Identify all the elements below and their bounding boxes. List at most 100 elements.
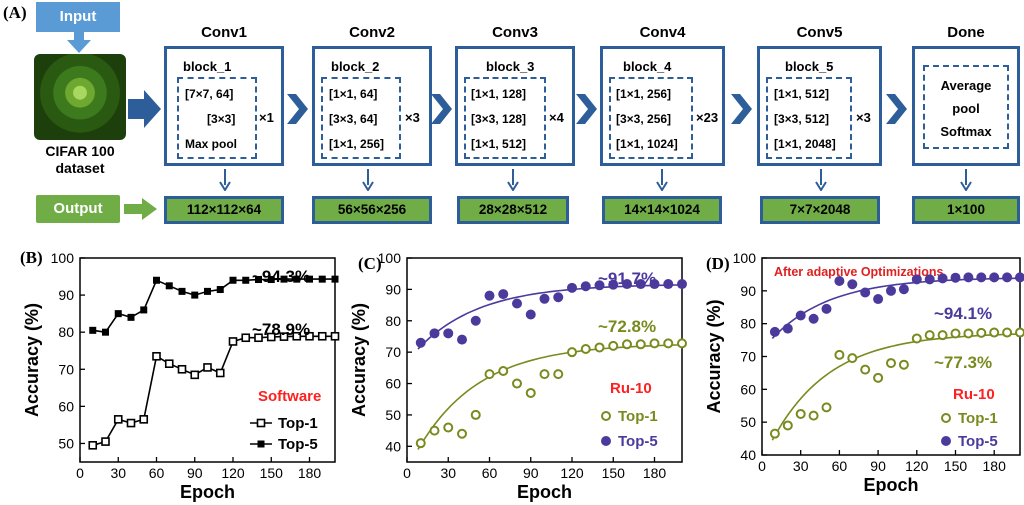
chart-d-point-top5 xyxy=(795,310,806,321)
chart-b-point-top1 xyxy=(101,437,110,446)
chart-b-top5-annotation: ~94.3% xyxy=(252,267,310,286)
block-mult-4: ×23 xyxy=(696,110,719,125)
chart-c-point-top1 xyxy=(594,342,605,353)
output-box: Output xyxy=(36,195,120,223)
chart-c-point-top5 xyxy=(567,282,577,293)
chart-d-point-top5 xyxy=(847,279,858,290)
chart-c-xlabel: Epoch xyxy=(517,482,572,502)
chart-c-point-top1 xyxy=(539,369,550,380)
chart-c-point-top1 xyxy=(457,428,467,439)
chart-d-point-top5 xyxy=(911,274,922,285)
chart-b-xtick-label: 180 xyxy=(298,465,322,481)
stage-title-conv4: Conv4 xyxy=(639,24,686,41)
chart-d-point-top1 xyxy=(937,330,948,341)
rose-image xyxy=(34,54,126,140)
chart-c-point-top1 xyxy=(580,344,591,355)
chart-b-point-top5 xyxy=(165,282,173,290)
chart-b-point-top5 xyxy=(191,291,199,299)
block-dashed-done: Average pool Softmax xyxy=(923,65,1009,149)
chart-c-xtick-label: 60 xyxy=(482,465,498,481)
chart-b-point-top1 xyxy=(113,415,123,424)
chart-c-point-top1 xyxy=(415,438,426,449)
chart-b-legend-marker-top5 xyxy=(257,440,265,448)
chart-c-point-top5 xyxy=(635,279,646,290)
chart-c-point-top5 xyxy=(415,337,426,348)
chart-b-point-top1 xyxy=(317,331,327,341)
chart-b-point-top1 xyxy=(279,332,289,341)
chart-b-point-top5 xyxy=(306,275,313,283)
chart-b-point-top1 xyxy=(177,364,187,374)
chart-d-point-top1 xyxy=(976,327,987,338)
block-entry-2-2: [3×3, 64] xyxy=(329,112,378,126)
chevron-arrow-2 xyxy=(431,94,452,124)
chart-c-point-top1 xyxy=(443,422,454,433)
chart-c-xtick-label: 30 xyxy=(440,465,456,481)
chart-d-point-top1 xyxy=(769,428,780,439)
panel-label-d: (D) xyxy=(706,254,730,273)
panel-label-b: (B) xyxy=(20,248,43,267)
chart-d-point-top1 xyxy=(898,359,909,370)
chart-b-point-top1 xyxy=(330,331,340,341)
chart-b-point-top5 xyxy=(102,328,109,336)
chart-d-xlabel: Epoch xyxy=(863,475,918,495)
chart-b-xtick-label: 120 xyxy=(221,465,245,481)
chart-b-xtick-label: 30 xyxy=(110,465,126,481)
chart-d-point-top5 xyxy=(976,272,987,283)
chart-c-legend-label-top1: Top-1 xyxy=(618,408,658,425)
input-to-conv1-arrow xyxy=(128,90,161,128)
chart-d-point-top5 xyxy=(808,313,819,324)
chart-d-point-top1 xyxy=(989,327,1000,338)
chart-d-point-top1 xyxy=(886,358,896,369)
chart-d-point-top5 xyxy=(937,273,948,284)
chart-b-xtick-label: 150 xyxy=(260,465,284,481)
chart-d-ytick-label: 100 xyxy=(733,250,757,266)
chart-b-point-top1 xyxy=(88,441,98,450)
block-entry-5-3: [1×1, 2048] xyxy=(774,137,836,151)
chart-b-point-top1 xyxy=(139,415,149,424)
block-entry-2-1: [1×1, 64] xyxy=(329,87,378,101)
down-arrow-1 xyxy=(219,169,231,191)
chart-b-ytick-label: 90 xyxy=(58,287,74,303)
chart-b-point-top1 xyxy=(266,332,276,342)
block-label-4: block_4 xyxy=(623,59,672,74)
chart-b-xtick-label: 0 xyxy=(76,465,84,481)
chart-d-point-top1 xyxy=(924,330,935,341)
chart-b-point-top5 xyxy=(89,326,97,334)
chart-b-point-top5 xyxy=(114,310,122,318)
block-label-5: block_5 xyxy=(785,59,834,74)
chevron-arrow-3 xyxy=(576,94,597,124)
chart-b-point-top5 xyxy=(216,286,224,294)
chart-d-xtick-label: 180 xyxy=(983,458,1007,474)
block-mult-2: ×3 xyxy=(405,110,420,125)
chart-b-point-top1 xyxy=(292,331,302,341)
block-dashed-1: [7×7, 64] [3×3] Max pool xyxy=(177,77,257,159)
chart-b-point-top1 xyxy=(126,418,136,428)
block-mult-1: ×1 xyxy=(259,110,274,125)
chart-b-point-top5 xyxy=(242,276,250,284)
chart-c-xtick-label: 0 xyxy=(403,465,411,481)
chart-c-ytick-label: 70 xyxy=(385,344,401,360)
chart-b-point-top1 xyxy=(228,337,238,346)
chart-b-ytick-label: 50 xyxy=(58,435,74,451)
chart-b-point-top1 xyxy=(254,333,263,343)
chart-d-ytick-label: 80 xyxy=(740,316,756,332)
stage-title-conv2: Conv2 xyxy=(349,24,395,41)
chart-c-top1-annotation: ~72.8% xyxy=(598,317,656,336)
chart-c-point-top1 xyxy=(635,339,646,350)
chart-d-point-top5 xyxy=(860,287,871,298)
block-entry-3-1: [1×1, 128] xyxy=(471,87,527,101)
chart-c-point-top5 xyxy=(608,279,619,290)
chart-c-point-top5 xyxy=(484,290,495,301)
chart-c-legend-marker-top1 xyxy=(601,411,611,421)
chart-d-legend-title: Ru-10 xyxy=(953,386,995,403)
block-entry-3-2: [3×3, 128] xyxy=(471,112,527,126)
chart-d-point-top5 xyxy=(821,303,832,314)
chart-c-legend-title: Ru-10 xyxy=(610,380,652,397)
chart-c-point-top1 xyxy=(512,378,522,389)
chart-d-xtick-label: 90 xyxy=(870,458,886,474)
block-entry-4-2: [3×3, 256] xyxy=(616,112,672,126)
stage-box-done: Average pool Softmax xyxy=(912,46,1020,166)
chart-c-point-top5 xyxy=(443,328,454,339)
chart-d-optimized: 40 50 60 70 80 90 100 0 30 60 90 120 150 180 Epoch Accu… xyxy=(704,250,1024,495)
chevron-arrow-4 xyxy=(731,94,752,124)
